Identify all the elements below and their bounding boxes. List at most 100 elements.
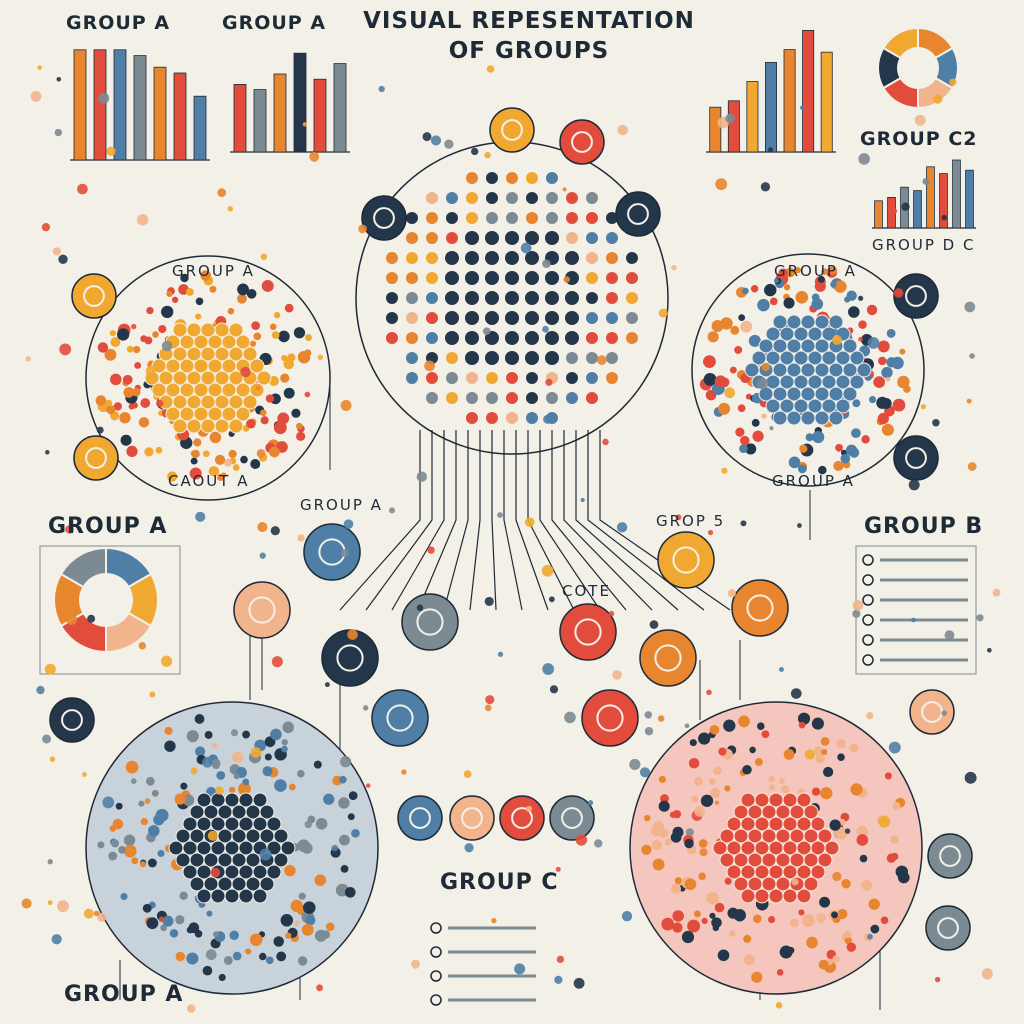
cluster-bottom-left-dot [351, 828, 360, 838]
cluster-right-dot [794, 267, 801, 274]
cluster-right-dot [858, 320, 867, 329]
cluster-right-dot [868, 396, 877, 404]
center-grid-dot [446, 192, 458, 204]
cluster-bottom-left-dot [281, 745, 288, 753]
ring-icon [654, 644, 682, 672]
circle-node-icon [639, 629, 697, 687]
bars-top-left-1-bar [153, 66, 167, 161]
scatter-dot [556, 955, 565, 964]
cluster-bottom-right-dot [660, 794, 670, 804]
cluster-right-dot [877, 340, 890, 353]
scatter-dot [57, 900, 69, 913]
circle-node-icon [73, 435, 119, 481]
circle-node-icon [401, 593, 459, 651]
cluster-left-dot [138, 417, 150, 428]
cluster-bottom-left-dot [223, 955, 233, 965]
scatter-dot [45, 450, 50, 455]
bars-top-left-2-bar [233, 84, 247, 153]
cluster-right-core-cell [800, 410, 816, 426]
cluster-right-dot [745, 443, 757, 455]
cluster-bottom-left-dot [145, 776, 155, 786]
scatter-dot [888, 741, 901, 754]
bars-top-left-1-bar [133, 55, 147, 161]
scatter-dot [621, 911, 633, 922]
cluster-left-dot [249, 340, 257, 347]
cluster-bottom-right-dot [709, 724, 720, 735]
cluster-right-core-cell [856, 362, 872, 378]
cluster-bottom-left-dot [270, 728, 282, 741]
cluster-left-dot [261, 279, 274, 292]
cluster-right-dot [730, 325, 740, 335]
scatter-dot [416, 604, 424, 612]
scatter-dot [658, 308, 668, 318]
cluster-left-dot [110, 373, 122, 386]
cluster-right-dot [797, 464, 807, 474]
scatter-dot [98, 92, 110, 104]
cluster-bottom-right-dot [674, 877, 683, 885]
list-bullet-icon [862, 594, 874, 606]
circle-node-icon [303, 523, 361, 581]
cluster-bottom-right-core-cell [782, 888, 798, 904]
cluster-bottom-right-dot [868, 898, 880, 910]
cluster-bottom-right-dot [819, 896, 831, 908]
scatter-dot [427, 546, 435, 554]
center-grid-dot [466, 412, 478, 424]
cluster-right-dot [830, 281, 837, 288]
cluster-left-dot [120, 434, 132, 446]
cluster-bottom-right-dot [698, 839, 708, 848]
scatter-dot [255, 385, 261, 391]
bars-top-left-1-bar [113, 49, 127, 161]
scatter-dot [774, 278, 780, 284]
cluster-bottom-left-dot [140, 818, 148, 826]
scatter-dot [304, 391, 311, 398]
cluster-bottom-left-dot [202, 965, 213, 976]
cluster-bottom-left-dot [288, 783, 296, 791]
center-grid-dot [566, 232, 578, 244]
scatter-dot [343, 519, 354, 529]
cluster-bottom-right-dot [861, 879, 873, 891]
cluster-right-dot [892, 398, 906, 412]
ring-icon [461, 807, 483, 829]
bars-top-right-small-bar [939, 173, 948, 229]
scatter-dot [769, 426, 774, 431]
cluster-right-dot [795, 290, 809, 304]
scatter-dot [920, 404, 926, 410]
scatter-dot [685, 828, 694, 837]
list-bullet-icon [862, 554, 874, 566]
cluster-bottom-right-dot [815, 754, 825, 764]
center-grid-dot [606, 292, 618, 304]
label-top-left-2: GROUP A [222, 12, 327, 34]
cluster-right-dot [757, 298, 770, 312]
center-grid-dot [545, 291, 559, 305]
cluster-bottom-right-dot [651, 839, 662, 851]
cluster-left-dot [171, 296, 179, 303]
list-frame [855, 545, 977, 675]
cluster-bottom-left-dot [151, 789, 159, 797]
center-grid-dot [606, 232, 618, 244]
cluster-bottom-left-dot [339, 775, 347, 784]
cluster-right-dot [880, 397, 892, 409]
cluster-bottom-left-core-cell [273, 828, 289, 844]
scatter-dot [986, 647, 992, 653]
cluster-bottom-right-dot [641, 844, 652, 855]
chart-layer [39, 26, 976, 675]
scatter-dot [145, 366, 156, 376]
circle-node-icon [657, 531, 715, 589]
scatter-dot [596, 355, 607, 365]
center-grid-dot [586, 252, 598, 264]
cluster-bottom-left-dot [125, 760, 139, 774]
scatter-dot [832, 871, 842, 882]
label-top-left-1: GROUP A [66, 12, 171, 34]
scatter-dot [96, 426, 104, 434]
cluster-bottom-right-dot [700, 794, 714, 807]
scatter-dot [514, 963, 526, 975]
scatter-dot [799, 105, 805, 110]
center-grid-dot [565, 251, 579, 265]
scatter-dot [725, 113, 735, 124]
connector-line [391, 430, 445, 611]
cluster-bottom-left-dot [325, 922, 335, 932]
cluster-left-dot [209, 285, 217, 293]
title-line-2: OF GROUPS [448, 38, 610, 64]
cluster-bottom-left-core-cell [210, 888, 226, 904]
ring-icon [627, 203, 649, 225]
